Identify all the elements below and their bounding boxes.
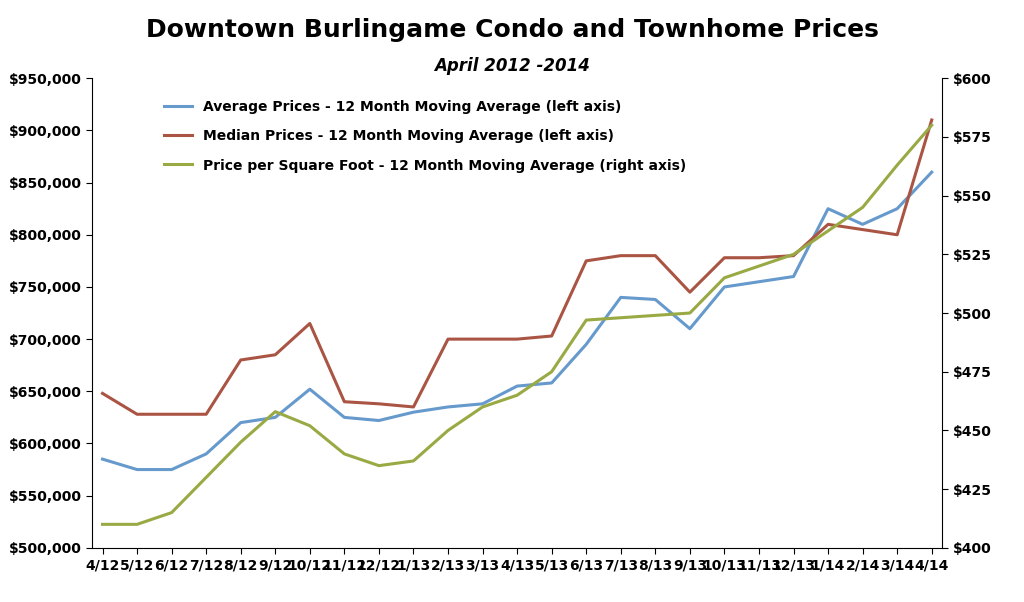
Median Prices - 12 Month Moving Average (left axis): [753, 254, 765, 261]
Price per Square Foot - 12 Month Moving Average (right axis): [234, 438, 247, 445]
Average Prices - 12 Month Moving Average (left axis): [476, 400, 488, 408]
Price per Square Foot - 12 Month Moving Average (right axis): [96, 521, 109, 528]
Median Prices - 12 Month Moving Average (left axis): [926, 116, 938, 123]
Average Prices - 12 Month Moving Average (left axis): [511, 382, 523, 389]
Average Prices - 12 Month Moving Average (left axis): [269, 414, 282, 421]
Median Prices - 12 Month Moving Average (left axis): [200, 411, 212, 418]
Average Prices - 12 Month Moving Average (left axis): [200, 450, 212, 458]
Price per Square Foot - 12 Month Moving Average (right axis): [718, 274, 730, 281]
Median Prices - 12 Month Moving Average (left axis): [546, 332, 558, 340]
Median Prices - 12 Month Moving Average (left axis): [822, 221, 835, 228]
Median Prices - 12 Month Moving Average (left axis): [684, 288, 696, 296]
Price per Square Foot - 12 Month Moving Average (right axis): [649, 312, 662, 319]
Average Prices - 12 Month Moving Average (left axis): [856, 221, 868, 228]
Median Prices - 12 Month Moving Average (left axis): [269, 351, 282, 358]
Median Prices - 12 Month Moving Average (left axis): [304, 320, 316, 327]
Average Prices - 12 Month Moving Average (left axis): [234, 419, 247, 426]
Price per Square Foot - 12 Month Moving Average (right axis): [338, 450, 350, 458]
Median Prices - 12 Month Moving Average (left axis): [373, 400, 385, 408]
Average Prices - 12 Month Moving Average (left axis): [580, 341, 592, 348]
Price per Square Foot - 12 Month Moving Average (right axis): [753, 262, 765, 270]
Price per Square Foot - 12 Month Moving Average (right axis): [891, 161, 903, 169]
Price per Square Foot - 12 Month Moving Average (right axis): [926, 122, 938, 129]
Median Prices - 12 Month Moving Average (left axis): [580, 257, 592, 264]
Average Prices - 12 Month Moving Average (left axis): [304, 386, 316, 393]
Median Prices - 12 Month Moving Average (left axis): [787, 252, 800, 259]
Price per Square Foot - 12 Month Moving Average (right axis): [822, 228, 835, 235]
Average Prices - 12 Month Moving Average (left axis): [684, 325, 696, 332]
Price per Square Foot - 12 Month Moving Average (right axis): [373, 462, 385, 470]
Text: Downtown Burlingame Condo and Townhome Prices: Downtown Burlingame Condo and Townhome P…: [145, 18, 879, 42]
Line: Price per Square Foot - 12 Month Moving Average (right axis): Price per Square Foot - 12 Month Moving …: [102, 125, 932, 524]
Average Prices - 12 Month Moving Average (left axis): [891, 205, 903, 213]
Average Prices - 12 Month Moving Average (left axis): [753, 278, 765, 285]
Median Prices - 12 Month Moving Average (left axis): [96, 389, 109, 397]
Price per Square Foot - 12 Month Moving Average (right axis): [200, 474, 212, 481]
Price per Square Foot - 12 Month Moving Average (right axis): [546, 368, 558, 376]
Median Prices - 12 Month Moving Average (left axis): [166, 411, 178, 418]
Price per Square Foot - 12 Month Moving Average (right axis): [269, 408, 282, 415]
Average Prices - 12 Month Moving Average (left axis): [338, 414, 350, 421]
Price per Square Foot - 12 Month Moving Average (right axis): [614, 314, 627, 321]
Price per Square Foot - 12 Month Moving Average (right axis): [856, 203, 868, 211]
Line: Average Prices - 12 Month Moving Average (left axis): Average Prices - 12 Month Moving Average…: [102, 172, 932, 470]
Price per Square Foot - 12 Month Moving Average (right axis): [511, 392, 523, 399]
Median Prices - 12 Month Moving Average (left axis): [891, 231, 903, 238]
Price per Square Foot - 12 Month Moving Average (right axis): [476, 403, 488, 411]
Average Prices - 12 Month Moving Average (left axis): [649, 296, 662, 303]
Average Prices - 12 Month Moving Average (left axis): [926, 169, 938, 176]
Price per Square Foot - 12 Month Moving Average (right axis): [787, 250, 800, 258]
Price per Square Foot - 12 Month Moving Average (right axis): [304, 422, 316, 429]
Average Prices - 12 Month Moving Average (left axis): [822, 205, 835, 213]
Average Prices - 12 Month Moving Average (left axis): [408, 409, 420, 416]
Median Prices - 12 Month Moving Average (left axis): [856, 226, 868, 233]
Average Prices - 12 Month Moving Average (left axis): [614, 294, 627, 301]
Price per Square Foot - 12 Month Moving Average (right axis): [131, 521, 143, 528]
Text: April 2012 -2014: April 2012 -2014: [434, 57, 590, 75]
Median Prices - 12 Month Moving Average (left axis): [131, 411, 143, 418]
Median Prices - 12 Month Moving Average (left axis): [408, 403, 420, 411]
Average Prices - 12 Month Moving Average (left axis): [546, 379, 558, 386]
Median Prices - 12 Month Moving Average (left axis): [476, 335, 488, 343]
Price per Square Foot - 12 Month Moving Average (right axis): [580, 317, 592, 324]
Median Prices - 12 Month Moving Average (left axis): [649, 252, 662, 259]
Average Prices - 12 Month Moving Average (left axis): [373, 417, 385, 424]
Average Prices - 12 Month Moving Average (left axis): [442, 403, 455, 411]
Average Prices - 12 Month Moving Average (left axis): [787, 273, 800, 280]
Average Prices - 12 Month Moving Average (left axis): [131, 466, 143, 473]
Price per Square Foot - 12 Month Moving Average (right axis): [166, 509, 178, 517]
Median Prices - 12 Month Moving Average (left axis): [614, 252, 627, 259]
Average Prices - 12 Month Moving Average (left axis): [96, 456, 109, 463]
Median Prices - 12 Month Moving Average (left axis): [718, 254, 730, 261]
Line: Median Prices - 12 Month Moving Average (left axis): Median Prices - 12 Month Moving Average …: [102, 120, 932, 414]
Price per Square Foot - 12 Month Moving Average (right axis): [408, 458, 420, 465]
Median Prices - 12 Month Moving Average (left axis): [442, 335, 455, 343]
Average Prices - 12 Month Moving Average (left axis): [718, 284, 730, 291]
Median Prices - 12 Month Moving Average (left axis): [511, 335, 523, 343]
Legend: Average Prices - 12 Month Moving Average (left axis), Median Prices - 12 Month M: Average Prices - 12 Month Moving Average…: [159, 95, 692, 178]
Price per Square Foot - 12 Month Moving Average (right axis): [442, 427, 455, 434]
Price per Square Foot - 12 Month Moving Average (right axis): [684, 309, 696, 317]
Average Prices - 12 Month Moving Average (left axis): [166, 466, 178, 473]
Median Prices - 12 Month Moving Average (left axis): [234, 356, 247, 364]
Median Prices - 12 Month Moving Average (left axis): [338, 398, 350, 405]
